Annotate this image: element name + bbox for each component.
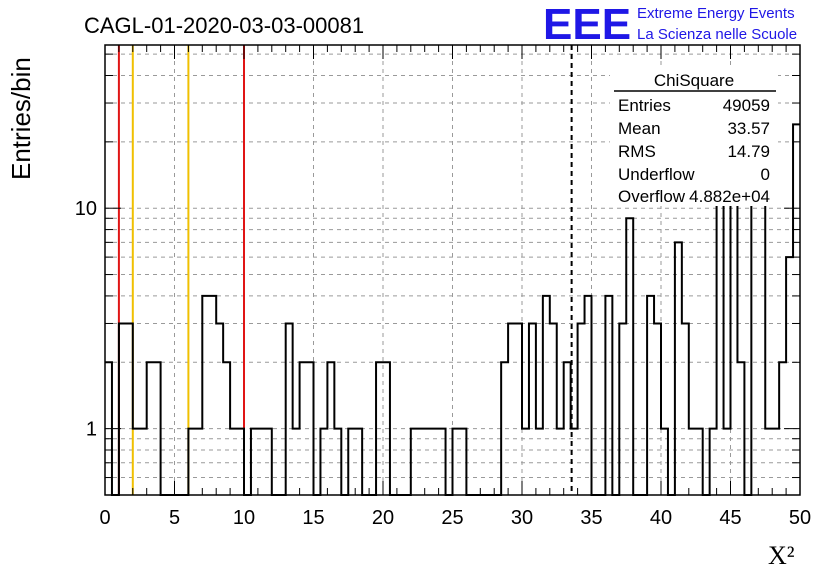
x-tick-label: 30 <box>511 507 533 529</box>
x-tick-label: 10 <box>233 507 255 529</box>
brand-line-1: Extreme Energy Events <box>637 5 795 22</box>
x-tick-label: 5 <box>169 507 180 529</box>
x-tick-label: 50 <box>789 507 811 529</box>
x-tick-label: 25 <box>441 507 463 529</box>
y-tick-label: 1 <box>86 419 97 441</box>
stats-label-overflow: Overflow <box>618 187 686 206</box>
stats-name: ChiSquare <box>654 71 734 90</box>
x-tick-label: 45 <box>719 507 741 529</box>
chart-title: CAGL-01-2020-03-03-00081 <box>84 13 364 38</box>
x-tick-label: 20 <box>372 507 394 529</box>
stats-value-entries: 49059 <box>723 96 770 115</box>
y-tick-labels: 1 10 <box>75 198 97 440</box>
eee-logo: EEE Extreme Energy Events La Scienza nel… <box>543 0 797 49</box>
x-tick-label: 35 <box>580 507 602 529</box>
stats-label-entries: Entries <box>618 96 671 115</box>
stats-label-mean: Mean <box>618 119 661 138</box>
x-tick-label: 15 <box>302 507 324 529</box>
stats-label-underflow: Underflow <box>618 165 695 184</box>
eee-logo-text: EEE <box>543 0 631 49</box>
reference-lines <box>117 45 573 495</box>
stats-box-background <box>610 66 778 206</box>
stats-value-underflow: 0 <box>761 165 770 184</box>
stats-box: ChiSquare Entries 49059 Mean 33.57 RMS 1… <box>610 66 778 206</box>
axes <box>104 44 801 496</box>
x-tick-label: 40 <box>650 507 672 529</box>
stats-value-mean: 33.57 <box>727 119 770 138</box>
x-tick-labels: 0 5 10 15 20 25 30 35 40 45 50 <box>99 507 811 529</box>
y-axis-label: Entries/bin <box>6 57 36 180</box>
stats-label-rms: RMS <box>618 142 656 161</box>
stats-value-rms: 14.79 <box>727 142 770 161</box>
brand-line-2: La Scienza nelle Scuole <box>637 26 797 43</box>
stats-value-overflow: 4.882e+04 <box>689 187 770 206</box>
x-tick-label: 0 <box>99 507 110 529</box>
x-axis-label: X² <box>768 541 795 570</box>
y-tick-label: 10 <box>75 198 97 220</box>
